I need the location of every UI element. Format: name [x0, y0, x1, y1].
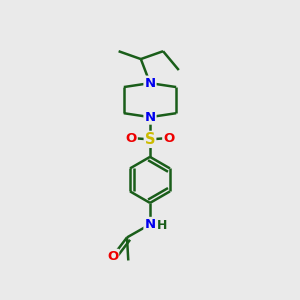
Text: H: H	[157, 219, 168, 232]
Text: N: N	[144, 111, 156, 124]
Text: S: S	[145, 132, 155, 147]
Text: N: N	[144, 76, 156, 90]
Text: N: N	[144, 218, 156, 231]
Text: O: O	[125, 132, 137, 145]
Text: O: O	[163, 132, 175, 145]
Text: O: O	[107, 250, 118, 263]
